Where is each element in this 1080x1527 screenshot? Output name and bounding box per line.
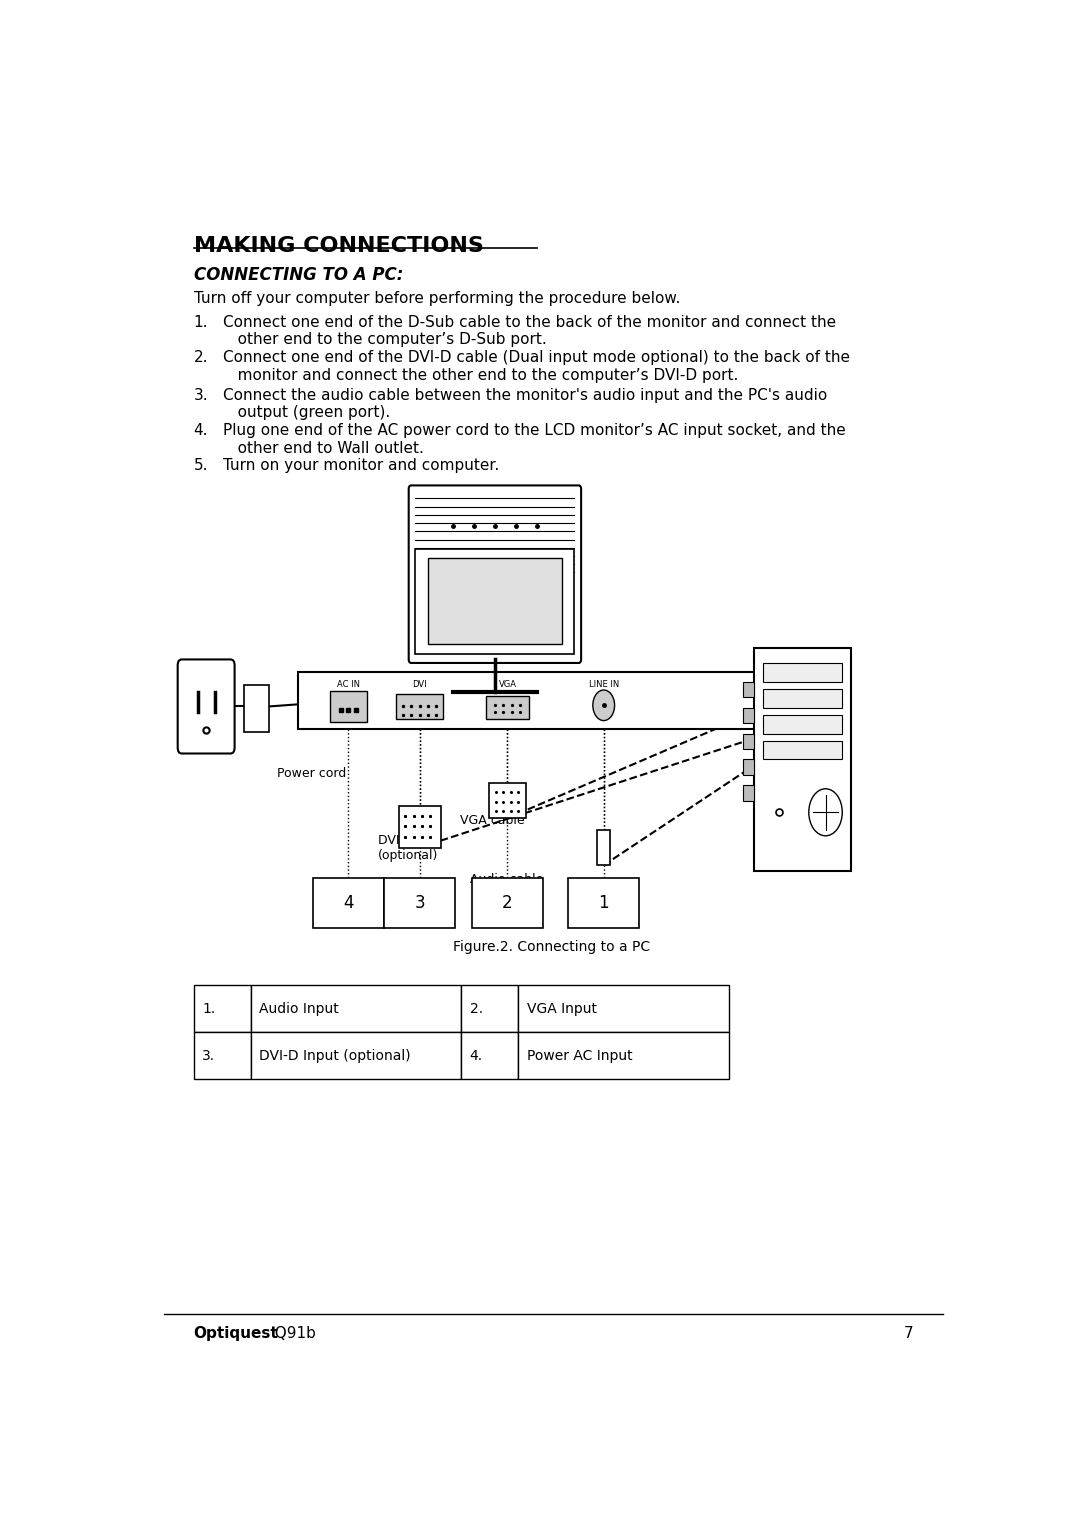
Text: VGA: VGA bbox=[499, 680, 516, 689]
Bar bbox=[743, 707, 754, 722]
Bar bbox=[518, 985, 729, 1032]
Text: Connect one end of the DVI-D cable (Dual input mode optional) to the back of the: Connect one end of the DVI-D cable (Dual… bbox=[222, 350, 850, 383]
Bar bbox=[762, 741, 842, 759]
Text: 4.: 4. bbox=[193, 423, 208, 438]
Bar bbox=[754, 647, 851, 870]
Text: Connect one end of the D-Sub cable to the back of the monitor and connect the
  : Connect one end of the D-Sub cable to th… bbox=[222, 315, 836, 347]
Text: LINE IN: LINE IN bbox=[589, 680, 619, 689]
Circle shape bbox=[809, 789, 842, 835]
Text: 2: 2 bbox=[502, 893, 513, 912]
Bar bbox=[743, 733, 754, 748]
Text: Turn on your monitor and computer.: Turn on your monitor and computer. bbox=[222, 458, 499, 473]
FancyBboxPatch shape bbox=[408, 486, 581, 663]
Bar bbox=[193, 985, 251, 1032]
Text: Connect the audio cable between the monitor's audio input and the PC's audio
   : Connect the audio cable between the moni… bbox=[222, 388, 827, 420]
Text: 3.: 3. bbox=[193, 388, 208, 403]
Text: Plug one end of the AC power cord to the LCD monitor’s AC input socket, and the
: Plug one end of the AC power cord to the… bbox=[222, 423, 846, 455]
Bar bbox=[193, 1032, 251, 1080]
Bar bbox=[762, 689, 842, 707]
Text: Audio Input: Audio Input bbox=[259, 1002, 339, 1015]
Bar bbox=[416, 548, 575, 654]
Text: 4: 4 bbox=[343, 893, 353, 912]
Bar bbox=[461, 1032, 518, 1080]
Text: 4.: 4. bbox=[470, 1049, 483, 1063]
Bar bbox=[743, 681, 754, 696]
Bar bbox=[330, 692, 367, 722]
Text: Optiquest: Optiquest bbox=[193, 1325, 279, 1341]
Text: CONNECTING TO A PC:: CONNECTING TO A PC: bbox=[193, 266, 403, 284]
Bar bbox=[486, 696, 529, 719]
Text: VGA Input: VGA Input bbox=[527, 1002, 597, 1015]
Circle shape bbox=[593, 690, 615, 721]
FancyBboxPatch shape bbox=[178, 660, 234, 753]
Bar bbox=[399, 806, 441, 847]
Text: Power cord: Power cord bbox=[278, 767, 347, 780]
Bar bbox=[251, 985, 461, 1032]
Bar bbox=[743, 785, 754, 800]
Bar bbox=[396, 693, 443, 719]
Text: Turn off your computer before performing the procedure below.: Turn off your computer before performing… bbox=[193, 292, 680, 307]
Text: Q91b: Q91b bbox=[265, 1325, 315, 1341]
Bar bbox=[472, 878, 543, 927]
Text: 1.: 1. bbox=[202, 1002, 215, 1015]
Text: 3: 3 bbox=[415, 893, 424, 912]
Text: 1.: 1. bbox=[193, 315, 208, 330]
Bar bbox=[298, 672, 796, 728]
Bar bbox=[743, 759, 754, 774]
Text: MAKING CONNECTIONS: MAKING CONNECTIONS bbox=[193, 237, 484, 257]
Bar bbox=[489, 783, 526, 818]
Text: Power AC Input: Power AC Input bbox=[527, 1049, 633, 1063]
Text: DVI: DVI bbox=[413, 680, 427, 689]
Text: AC IN: AC IN bbox=[337, 680, 360, 689]
Text: VGA cable: VGA cable bbox=[460, 814, 525, 828]
Text: Audio cable: Audio cable bbox=[470, 873, 543, 886]
Bar bbox=[461, 985, 518, 1032]
Text: 1: 1 bbox=[598, 893, 609, 912]
Text: 2.: 2. bbox=[193, 350, 208, 365]
Bar bbox=[762, 663, 842, 681]
Text: DVI-D Input (optional): DVI-D Input (optional) bbox=[259, 1049, 410, 1063]
Text: 3.: 3. bbox=[202, 1049, 215, 1063]
Bar bbox=[428, 557, 562, 644]
Bar bbox=[597, 831, 610, 866]
Text: 2.: 2. bbox=[470, 1002, 483, 1015]
Bar bbox=[518, 1032, 729, 1080]
Text: DVI cable
(optional): DVI cable (optional) bbox=[378, 834, 438, 861]
Bar bbox=[384, 878, 455, 927]
Bar bbox=[762, 715, 842, 733]
Bar bbox=[251, 1032, 461, 1080]
Text: Figure.2. Connecting to a PC: Figure.2. Connecting to a PC bbox=[454, 941, 650, 954]
Bar bbox=[568, 878, 639, 927]
Bar bbox=[244, 686, 269, 733]
Text: 7: 7 bbox=[904, 1325, 914, 1341]
Bar bbox=[313, 878, 384, 927]
Text: 5.: 5. bbox=[193, 458, 208, 473]
